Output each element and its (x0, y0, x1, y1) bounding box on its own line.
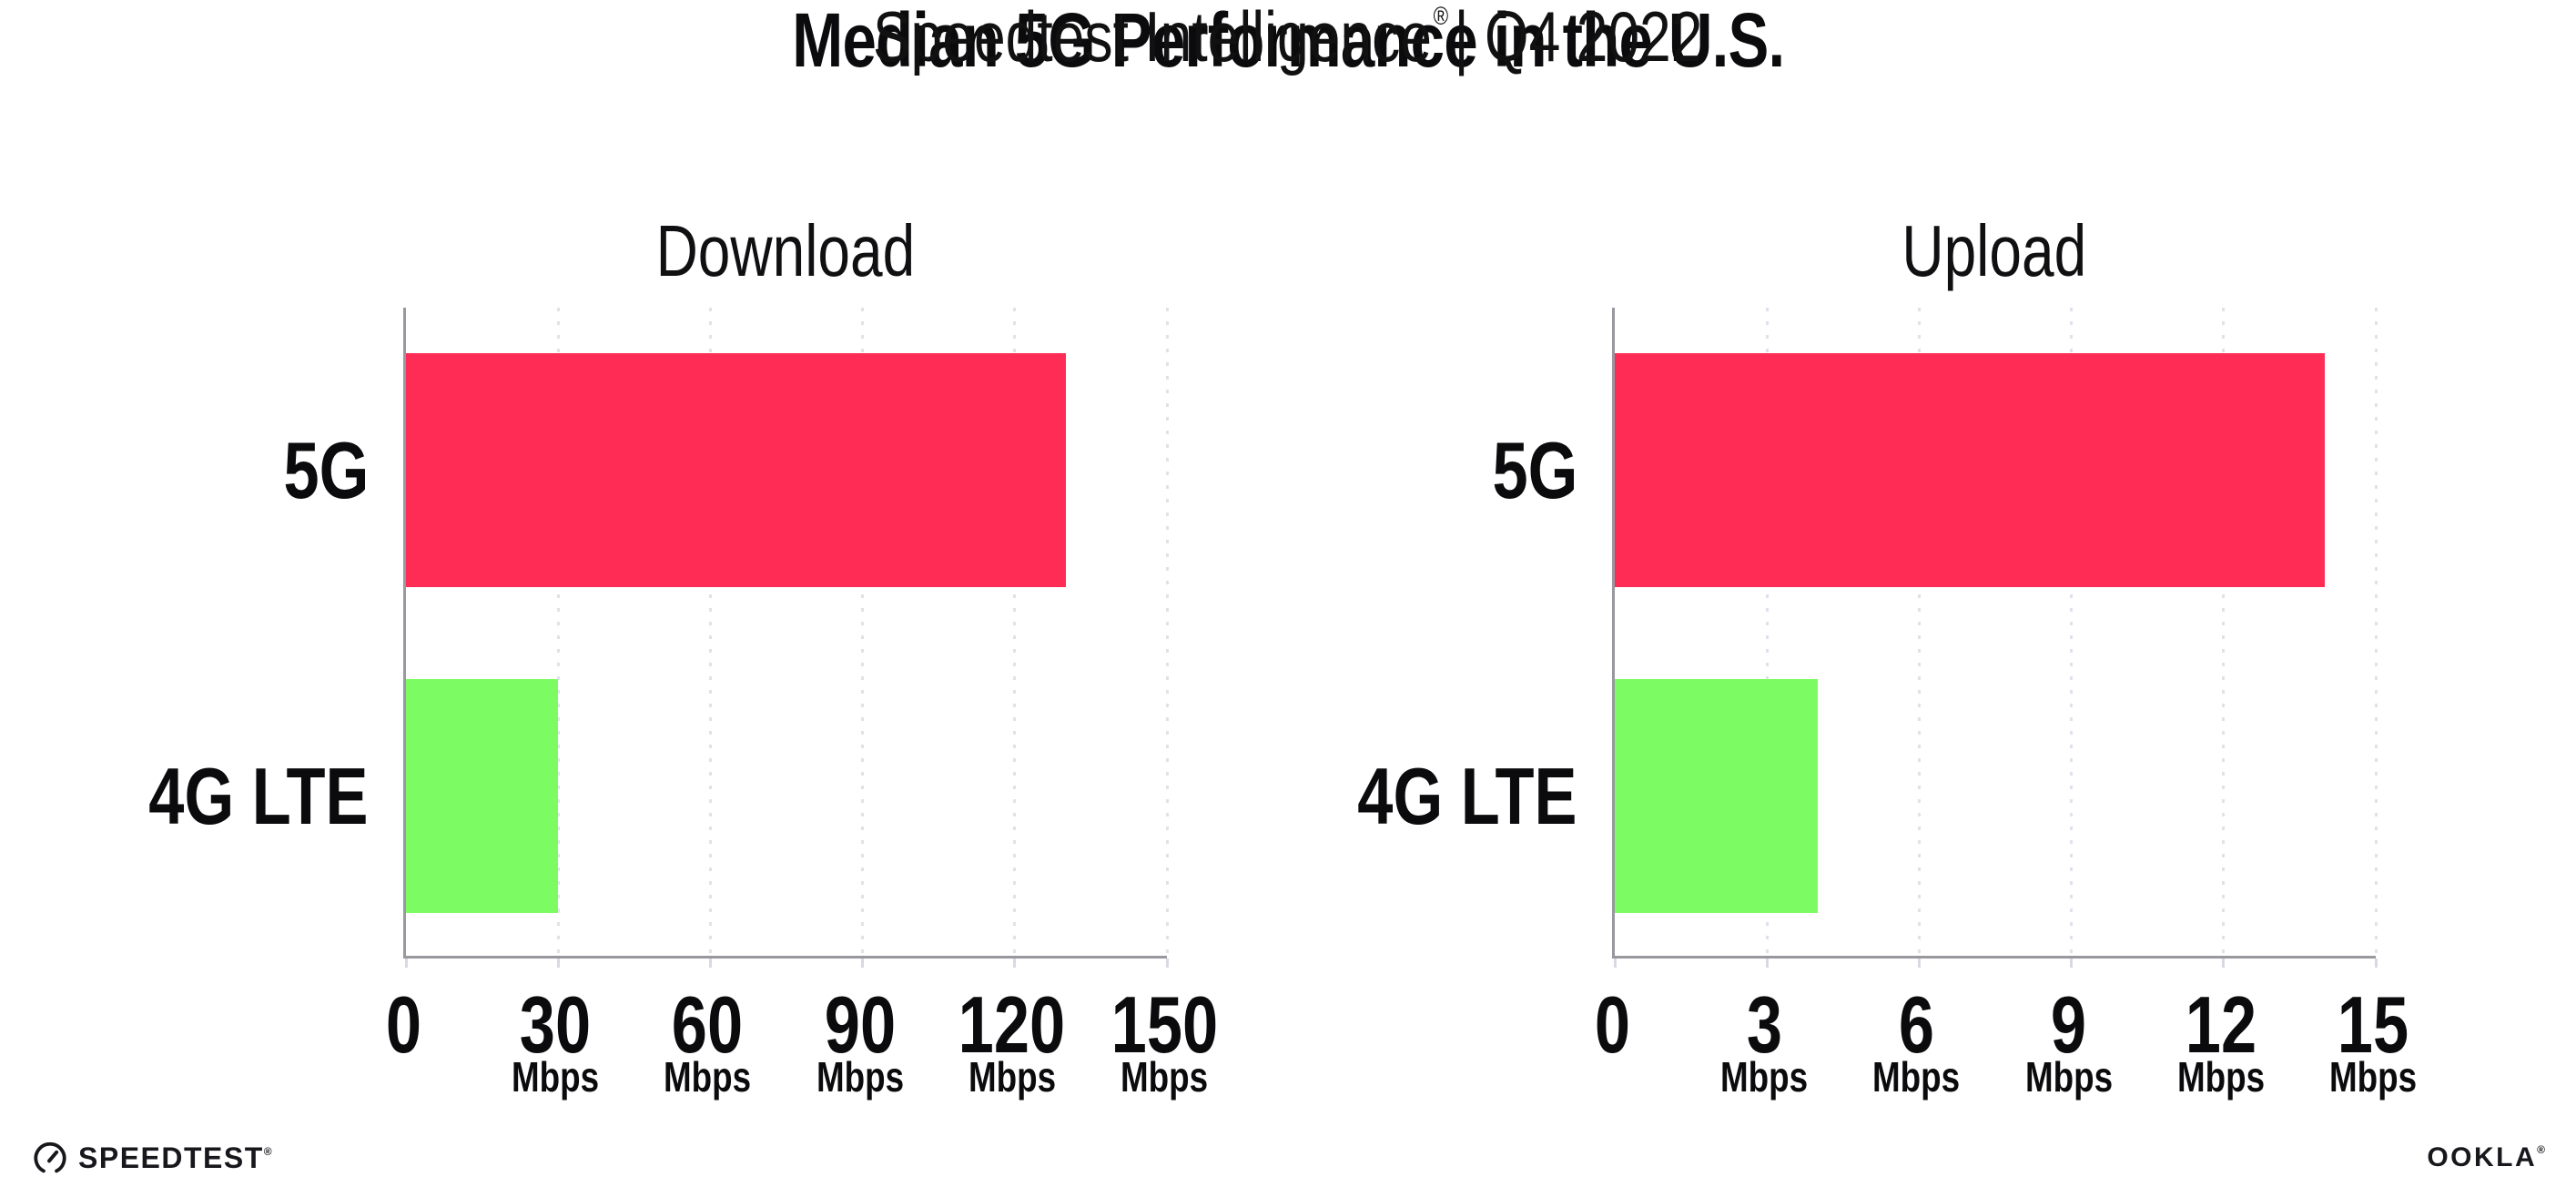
ookla-logo: OOKLA® (2427, 1141, 2545, 1174)
x-tick-value: 12 (2185, 979, 2257, 1070)
bar-4g-lte (1615, 679, 1818, 913)
axis-tick-60 (708, 959, 712, 968)
category-label-5g: 5G (41, 407, 369, 534)
gridline-30 (556, 308, 560, 956)
x-tick-value: 0 (1594, 979, 1630, 1070)
x-tick-label-30: 30 (428, 985, 683, 1065)
plot-area-upload (1612, 308, 2378, 968)
plot-area-download (403, 308, 1169, 968)
page-subtitle: Speedtest Intelligence®| Q4 2022 (0, 0, 2576, 75)
registered-mark: ® (1433, 2, 1449, 30)
category-label-text: 5G (283, 424, 369, 515)
x-tick-unit-30: Mbps (455, 1056, 655, 1098)
speedtest-logo: SPEEDTEST® (33, 1138, 272, 1178)
x-tick-value: 9 (2051, 979, 2087, 1070)
x-tick-unit-text: Mbps (1720, 1053, 1809, 1101)
x-tick-label-15: 15 (2246, 985, 2500, 1065)
speedtest-logo-text: SPEEDTEST (78, 1141, 264, 1174)
x-tick-unit-text: Mbps (664, 1053, 752, 1101)
x-tick-unit-text: Mbps (968, 1053, 1056, 1101)
x-tick-unit-text: Mbps (512, 1053, 600, 1101)
speedtest-registered-mark: ® (263, 1144, 272, 1158)
x-tick-value: 6 (1898, 979, 1934, 1070)
axis-tick-15 (2374, 959, 2378, 968)
x-tick-value: 120 (958, 979, 1066, 1070)
bar-4g-lte (406, 679, 559, 913)
x-tick-unit-text: Mbps (1120, 1053, 1209, 1101)
x-tick-unit-90: Mbps (760, 1056, 960, 1098)
x-tick-value: 90 (824, 979, 896, 1070)
category-label-text: 5G (1492, 424, 1577, 515)
x-tick-value: 60 (672, 979, 744, 1070)
x-tick-label-6: 6 (1789, 985, 2044, 1065)
x-tick-unit-60: Mbps (607, 1056, 807, 1098)
x-tick-unit-150: Mbps (1064, 1056, 1264, 1098)
gridline-120 (1013, 308, 1017, 956)
page-title-text: Median 5G Performance in the U.S. (791, 0, 1785, 83)
x-tick-unit-12: Mbps (2121, 1056, 2321, 1098)
axis-tick-0 (404, 959, 408, 968)
chart-title-text: Upload (1902, 210, 2086, 291)
chart-title-text: Download (655, 210, 915, 291)
subtitle-period: | Q4 2022 (1454, 0, 1703, 76)
gridline-15 (2374, 308, 2378, 956)
x-tick-unit-text: Mbps (1872, 1053, 1961, 1101)
category-label-text: 4G LTE (1357, 750, 1577, 841)
chart-title-download: Download (403, 215, 1167, 288)
category-label-4g-lte: 4G LTE (41, 733, 369, 860)
x-tick-value: 3 (1746, 979, 1782, 1070)
x-tick-value: 150 (1111, 979, 1218, 1070)
axis-tick-30 (556, 959, 560, 968)
x-tick-unit-text: Mbps (2328, 1053, 2418, 1101)
gridline-150 (1165, 308, 1169, 956)
axis-tick-120 (1013, 959, 1017, 968)
axis-tick-0 (1613, 959, 1617, 968)
x-tick-label-0: 0 (276, 985, 531, 1065)
x-tick-label-120: 120 (885, 985, 1140, 1065)
chart-title-upload: Upload (1612, 215, 2376, 288)
bar-5g (406, 353, 1066, 587)
gridline-9 (2070, 308, 2074, 956)
x-tick-unit-9: Mbps (1969, 1056, 2169, 1098)
x-tick-label-12: 12 (2094, 985, 2348, 1065)
category-label-5g: 5G (1250, 407, 1577, 534)
x-tick-label-9: 9 (1942, 985, 2196, 1065)
x-tick-value: 0 (385, 979, 421, 1070)
gridline-60 (708, 308, 712, 956)
axis-tick-9 (2070, 959, 2074, 968)
gridline-3 (1765, 308, 1769, 956)
axis-tick-90 (861, 959, 865, 968)
speedtest-gauge-icon (33, 1141, 67, 1175)
x-tick-unit-6: Mbps (1816, 1056, 2016, 1098)
ookla-registered-mark: ® (2537, 1143, 2545, 1156)
axis-tick-3 (1765, 959, 1769, 968)
gridline-12 (2222, 308, 2226, 956)
x-tick-unit-text: Mbps (2176, 1053, 2265, 1101)
subtitle-brand: Speedtest Intelligence (873, 0, 1433, 76)
x-tick-value: 15 (2337, 979, 2409, 1070)
x-tick-label-3: 3 (1637, 985, 1891, 1065)
x-tick-label-60: 60 (580, 985, 835, 1065)
x-tick-value: 30 (520, 979, 592, 1070)
x-tick-label-0: 0 (1485, 985, 1739, 1065)
gridline-90 (861, 308, 865, 956)
category-label-text: 4G LTE (148, 750, 369, 841)
x-tick-unit-3: Mbps (1664, 1056, 1864, 1098)
x-tick-unit-15: Mbps (2273, 1056, 2473, 1098)
gridline-6 (1917, 308, 1921, 956)
x-tick-label-150: 150 (1037, 985, 1292, 1065)
x-tick-unit-text: Mbps (816, 1053, 904, 1101)
page-title: Median 5G Performance in the U.S. (0, 0, 2576, 80)
ookla-logo-text: OOKLA (2427, 1142, 2538, 1172)
axis-tick-12 (2222, 959, 2226, 968)
axis-tick-150 (1165, 959, 1169, 968)
category-label-4g-lte: 4G LTE (1250, 733, 1577, 860)
x-tick-label-90: 90 (733, 985, 988, 1065)
bar-5g (1615, 353, 2326, 587)
axis-tick-6 (1917, 959, 1921, 968)
x-tick-unit-text: Mbps (2024, 1053, 2113, 1101)
x-tick-unit-120: Mbps (912, 1056, 1112, 1098)
